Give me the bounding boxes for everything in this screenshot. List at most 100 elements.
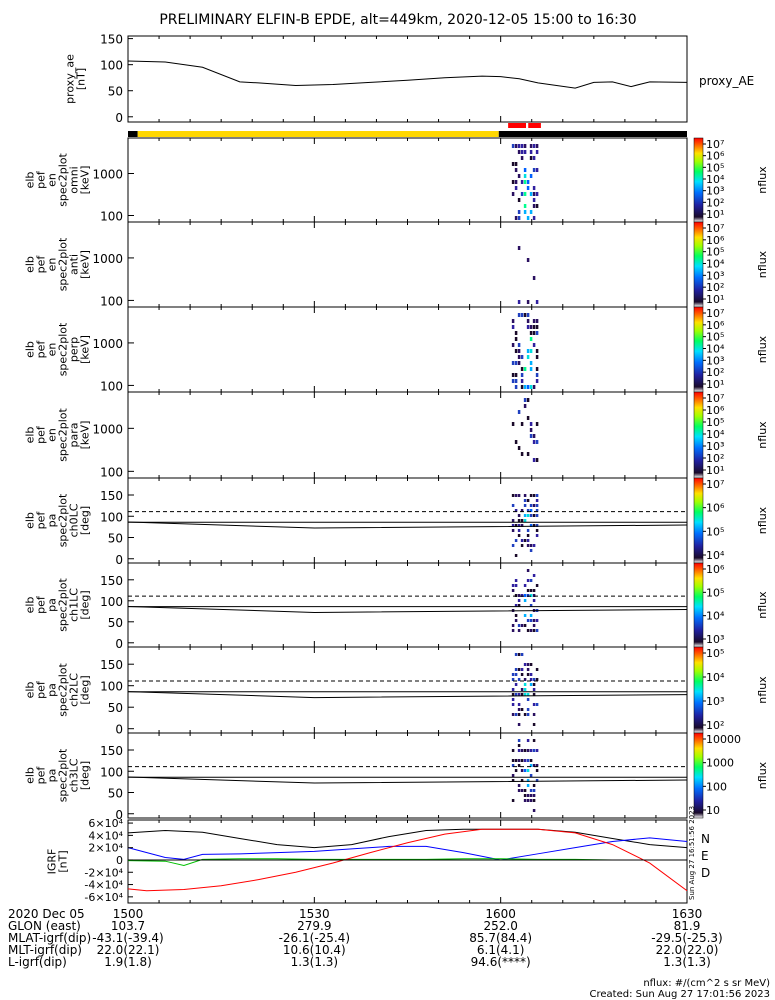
spectrogram-pixel bbox=[523, 693, 527, 696]
spectrogram-pixel bbox=[520, 150, 524, 154]
spectrogram-pixel bbox=[529, 367, 533, 371]
spectrogram-pixel bbox=[532, 494, 536, 497]
proxy-ae-line bbox=[127, 60, 688, 89]
colorbar-tick-label: 10⁴ bbox=[706, 343, 725, 356]
colorbar-tick-label: 1000 bbox=[706, 757, 734, 770]
spectrogram-pixel bbox=[523, 688, 527, 691]
spectrogram-pixel bbox=[532, 784, 536, 787]
spectrogram-pixel bbox=[532, 458, 536, 462]
colorbar-tick-label: 10⁴ bbox=[706, 671, 725, 684]
spectrogram-pixel bbox=[535, 204, 539, 208]
spectrogram-pixel bbox=[526, 569, 530, 572]
spectrogram-pixel bbox=[511, 524, 515, 527]
y-tick-label: 100 bbox=[100, 59, 123, 73]
igrf-ylabel-line: IGRF bbox=[46, 849, 59, 875]
ephemeris-value: 1.3(1.3) bbox=[291, 955, 339, 969]
spectrogram-pixel bbox=[520, 192, 524, 196]
y-tick-label: 0 bbox=[115, 808, 123, 822]
spectrogram-pixel bbox=[529, 579, 533, 582]
spectrogram-pixel bbox=[535, 509, 539, 512]
colorbar-tick-label: 10⁶ bbox=[706, 563, 725, 576]
colorbar-tick-label: 10³ bbox=[706, 269, 724, 282]
spectrogram-pixel bbox=[514, 168, 518, 172]
spectrogram-pixel bbox=[529, 794, 533, 797]
spectrogram-pixel bbox=[529, 422, 533, 426]
spectrogram-pixel bbox=[526, 539, 530, 542]
spectrogram-pixel bbox=[535, 349, 539, 353]
y-tick-label: 50 bbox=[108, 701, 123, 715]
elb-pef-pa-spec2plot-ch1lc-ylabel-line: ch1LC bbox=[68, 588, 81, 622]
spectrogram-pixel bbox=[520, 769, 524, 772]
spectrogram-pixel bbox=[529, 144, 533, 148]
spectrogram-pixel bbox=[526, 544, 530, 547]
spectrogram-pixel bbox=[535, 331, 539, 335]
colorbar-label: nflux bbox=[756, 506, 769, 534]
spectrogram-pixel bbox=[523, 614, 527, 617]
spectrogram-pixel bbox=[532, 198, 536, 202]
spectrogram-pixel bbox=[526, 799, 530, 802]
elb-pef-pa-spec2plot-ch3lc-ylabel-line: pef bbox=[35, 766, 48, 785]
spectrogram-pixel bbox=[526, 794, 530, 797]
colorbar-tick-label: 10⁶ bbox=[706, 234, 725, 247]
spectrogram-pixel bbox=[511, 529, 515, 532]
spectrogram-pixel bbox=[520, 693, 524, 696]
spectrogram-pixel bbox=[517, 174, 521, 178]
spectrogram-pixel bbox=[517, 198, 521, 202]
spectrogram-pixel bbox=[529, 663, 533, 666]
ephemeris-value: 252.0 bbox=[483, 919, 517, 933]
y-tick-label: 1000 bbox=[92, 252, 123, 266]
proxy-ae-ylabel-line: proxy_ae bbox=[64, 54, 77, 104]
spectrogram-pixel bbox=[514, 584, 518, 587]
y-tick-label: 50 bbox=[108, 532, 123, 546]
time-bar-segment bbox=[128, 131, 138, 137]
colorbar-tick-label: 10³ bbox=[706, 185, 724, 198]
spectrogram-pixel bbox=[523, 594, 527, 597]
spectrogram-pixel bbox=[529, 349, 533, 353]
igrf-legend-label: E bbox=[701, 849, 709, 863]
spectrogram-pixel bbox=[523, 174, 527, 178]
spectrogram-pixel bbox=[532, 343, 536, 347]
elb-pef-pa-spec2plot-ch2lc-ylabel-line: pef bbox=[35, 680, 48, 699]
elb-pef-pa-spec2plot-ch0lc-ylabel-line: spec2plot bbox=[57, 493, 70, 547]
time-tick-label: 1500 bbox=[113, 907, 144, 921]
spectrogram-pixel bbox=[511, 799, 515, 802]
ephemeris-value: -26.1(-25.4) bbox=[279, 931, 350, 945]
spectrogram-pixel bbox=[523, 385, 527, 389]
spectrogram-pixel bbox=[526, 579, 530, 582]
spectrogram-pixel bbox=[514, 554, 518, 557]
time-bar-segment bbox=[137, 131, 499, 137]
spectrogram-pixel bbox=[520, 668, 524, 671]
spectrogram-pixel bbox=[529, 549, 533, 552]
spectrogram-pixel bbox=[523, 150, 527, 154]
ephemeris-value: 81.9 bbox=[674, 919, 701, 933]
spectrogram-pixel bbox=[514, 594, 518, 597]
spectrogram-pixel bbox=[511, 673, 515, 676]
spectrogram-pixel bbox=[529, 210, 533, 214]
colorbar-tick-label: 10⁷ bbox=[706, 307, 724, 320]
spectrogram-pixel bbox=[523, 599, 527, 602]
spectrogram-pixel bbox=[520, 749, 524, 752]
spectrogram-pixel bbox=[517, 410, 521, 414]
spectrogram-pixel bbox=[532, 809, 536, 812]
spectrogram-pixel bbox=[529, 764, 533, 767]
spectrogram-pixel bbox=[514, 509, 518, 512]
spectrogram-pixel bbox=[532, 589, 536, 592]
colorbar-tick-label: 10¹ bbox=[706, 464, 724, 477]
elb-pef-pa-spec2plot-ch0lc-ylabel-line: pa bbox=[46, 514, 59, 528]
spectrogram-pixel bbox=[511, 749, 515, 752]
spectrogram-pixel bbox=[532, 144, 536, 148]
spectrogram-pixel bbox=[526, 186, 530, 190]
spectrogram-pixel bbox=[526, 529, 530, 532]
spectrogram-pixel bbox=[520, 779, 524, 782]
spectrogram-pixel bbox=[517, 594, 521, 597]
y-tick-label: 1000 bbox=[92, 167, 123, 181]
spectrogram-pixel bbox=[514, 769, 518, 772]
spectrogram-pixel bbox=[532, 799, 536, 802]
spectrogram-pixel bbox=[511, 678, 515, 681]
anti-loss-cone-line bbox=[127, 691, 688, 699]
spectrogram-pixel bbox=[511, 713, 515, 716]
footer-units: nflux: #/(cm^2 s sr MeV) bbox=[643, 978, 770, 989]
elb-pef-en-spec2plot-anti-ylabel-line: elb bbox=[24, 256, 37, 273]
spectrogram-pixel bbox=[535, 584, 539, 587]
